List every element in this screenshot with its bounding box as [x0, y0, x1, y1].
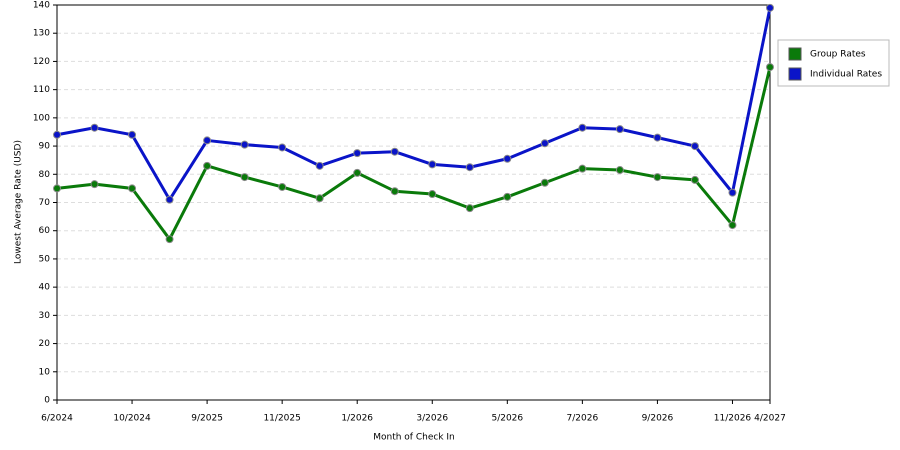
data-point — [353, 168, 362, 177]
y-tick-label: 100 — [33, 113, 50, 123]
data-point — [53, 130, 61, 139]
data-point — [653, 173, 662, 182]
y-tick-label: 120 — [33, 57, 50, 67]
data-point — [278, 182, 287, 191]
data-point — [428, 160, 437, 169]
y-tick-label: 80 — [39, 170, 51, 180]
data-point — [540, 178, 549, 187]
data-point — [240, 140, 249, 149]
x-tick-label: 11/2026 — [714, 414, 752, 424]
y-tick-label: 40 — [39, 283, 51, 293]
data-point — [615, 166, 624, 175]
data-point — [203, 161, 212, 170]
data-point — [90, 123, 99, 132]
data-point — [766, 63, 774, 72]
series-line — [56, 7, 772, 202]
y-tick-label: 140 — [33, 1, 50, 11]
data-point — [278, 143, 287, 152]
y-tick-label: 20 — [39, 339, 51, 349]
legend-swatch — [788, 67, 802, 81]
data-point — [653, 133, 662, 142]
data-point — [390, 187, 399, 196]
data-point — [390, 147, 399, 156]
data-point — [165, 195, 174, 204]
y-tick-label: 60 — [39, 226, 51, 236]
data-point — [465, 163, 474, 172]
data-point — [428, 190, 437, 199]
x-tick-label: 11/2025 — [263, 414, 300, 424]
data-point — [766, 3, 774, 12]
x-tick-label: 9/2026 — [642, 414, 674, 424]
y-tick-label: 50 — [39, 254, 51, 264]
x-tick-label: 6/2024 — [41, 414, 73, 424]
data-point — [353, 149, 362, 158]
y-tick-label: 0 — [44, 396, 50, 406]
legend-label: Group Rates — [810, 50, 866, 60]
data-point — [465, 204, 474, 213]
x-axis-label: Month of Check In — [373, 433, 455, 443]
data-point — [315, 194, 324, 203]
data-point — [728, 221, 737, 230]
series-line — [56, 66, 772, 241]
data-point — [503, 192, 512, 201]
y-tick-label: 30 — [39, 311, 51, 321]
data-point — [315, 161, 324, 170]
plot-frame — [56, 4, 771, 401]
y-axis-label: Lowest Average Rate (USD) — [14, 140, 24, 264]
data-point — [690, 175, 699, 184]
data-point — [203, 136, 212, 145]
data-point — [728, 188, 737, 197]
data-point — [540, 139, 549, 148]
data-point — [578, 164, 587, 173]
y-tick-label: 10 — [39, 367, 51, 377]
data-point — [615, 125, 624, 134]
data-point — [53, 184, 61, 193]
legend-swatch — [788, 47, 802, 61]
x-tick-label: 9/2025 — [191, 414, 223, 424]
data-point — [240, 173, 249, 182]
data-point — [128, 130, 137, 139]
y-tick-label: 110 — [33, 85, 50, 95]
legend-label: Individual Rates — [810, 70, 882, 80]
x-tick-label: 3/2026 — [416, 414, 448, 424]
data-point — [503, 154, 512, 163]
x-tick-label: 7/2026 — [567, 414, 599, 424]
y-tick-label: 70 — [39, 198, 51, 208]
y-tick-label: 130 — [33, 29, 50, 39]
data-point — [90, 180, 99, 189]
data-point — [165, 235, 174, 244]
data-point — [128, 184, 137, 193]
y-tick-label: 90 — [39, 142, 51, 152]
x-tick-label: 1/2026 — [341, 414, 373, 424]
data-point — [690, 142, 699, 151]
x-tick-label: 10/2024 — [113, 414, 151, 424]
data-point — [578, 123, 587, 132]
x-tick-label: 5/2026 — [491, 414, 523, 424]
x-tick-label: 4/2027 — [754, 414, 786, 424]
